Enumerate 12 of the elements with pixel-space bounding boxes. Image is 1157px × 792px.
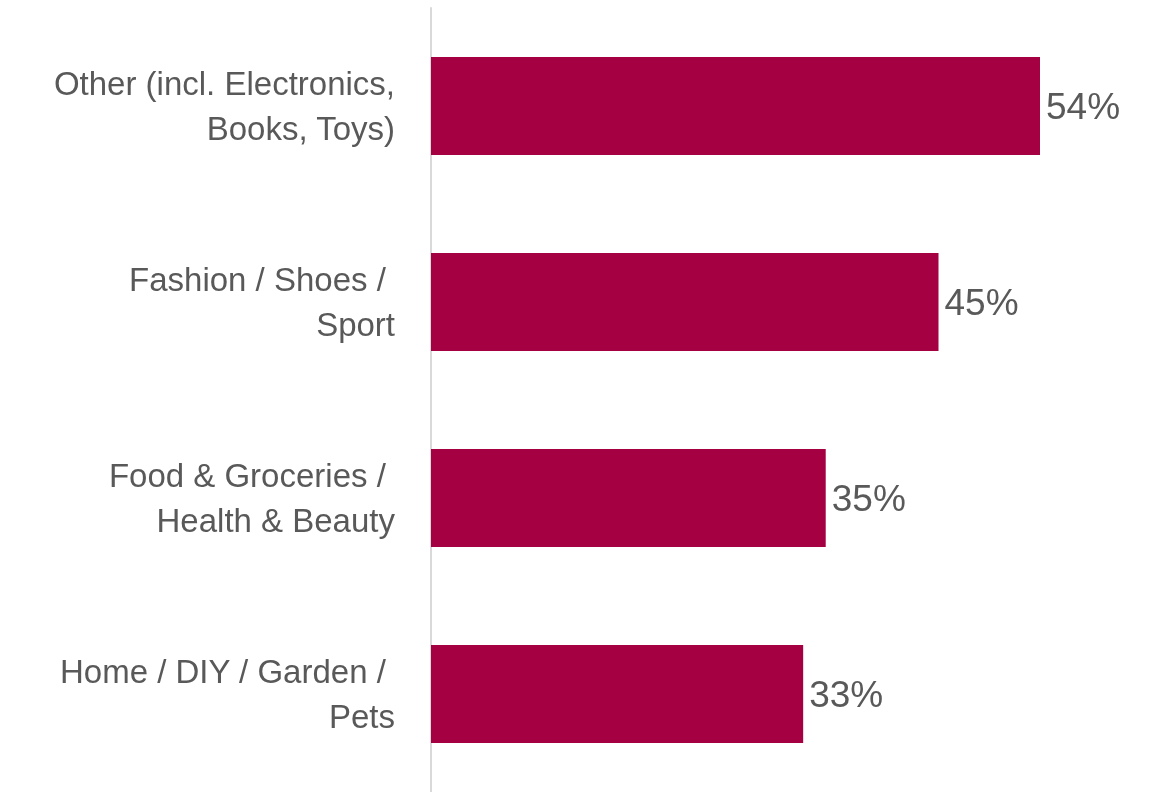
bar bbox=[431, 645, 804, 743]
y-tick-label: Other (incl. Electronics, Books, Toys) bbox=[53, 65, 395, 147]
data-label: 45% bbox=[944, 281, 1019, 323]
data-label: 33% bbox=[809, 673, 884, 715]
data-label: 35% bbox=[831, 477, 906, 519]
data-label: 54% bbox=[1046, 85, 1121, 127]
y-tick-label: Home / DIY / Garden / Pets bbox=[59, 653, 395, 735]
y-tick-label: Fashion / Shoes / Sport bbox=[129, 261, 395, 343]
bar bbox=[431, 449, 826, 547]
bar bbox=[431, 253, 939, 351]
y-tick-label: Food & Groceries / Health & Beauty bbox=[108, 457, 396, 539]
bar bbox=[431, 57, 1040, 155]
